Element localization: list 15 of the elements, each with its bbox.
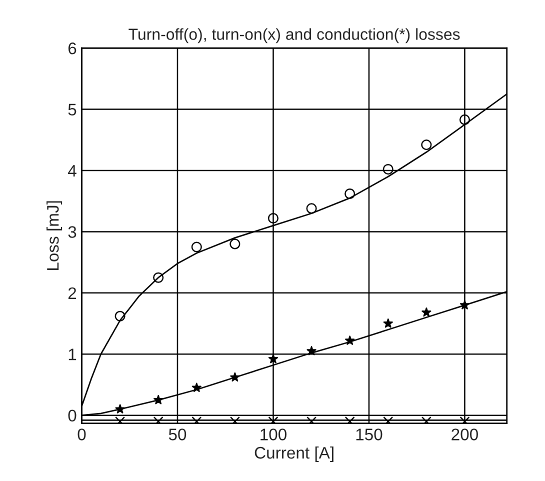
- y-tick-label: 5: [68, 104, 76, 116]
- y-tick-label: 1: [68, 348, 76, 360]
- y-tick-label: 4: [68, 165, 76, 177]
- y-axis-title: Loss [mJ]: [46, 201, 62, 270]
- x-tick-label: 150: [356, 428, 382, 440]
- y-tick-label: 6: [68, 42, 76, 54]
- x-tick-label: 0: [78, 428, 86, 440]
- x-tick-label: 200: [452, 428, 478, 440]
- x-tick-label: 100: [260, 428, 286, 440]
- x-axis-title: Current [A]: [254, 446, 334, 462]
- x-tick-label: 50: [168, 428, 186, 440]
- y-tick-label: 2: [68, 287, 76, 299]
- y-tick-label: 0: [68, 410, 76, 422]
- chart-title: Turn-off(o), turn-on(x) and conduction(*) losses: [128, 28, 460, 44]
- y-tick-label: 3: [68, 226, 76, 238]
